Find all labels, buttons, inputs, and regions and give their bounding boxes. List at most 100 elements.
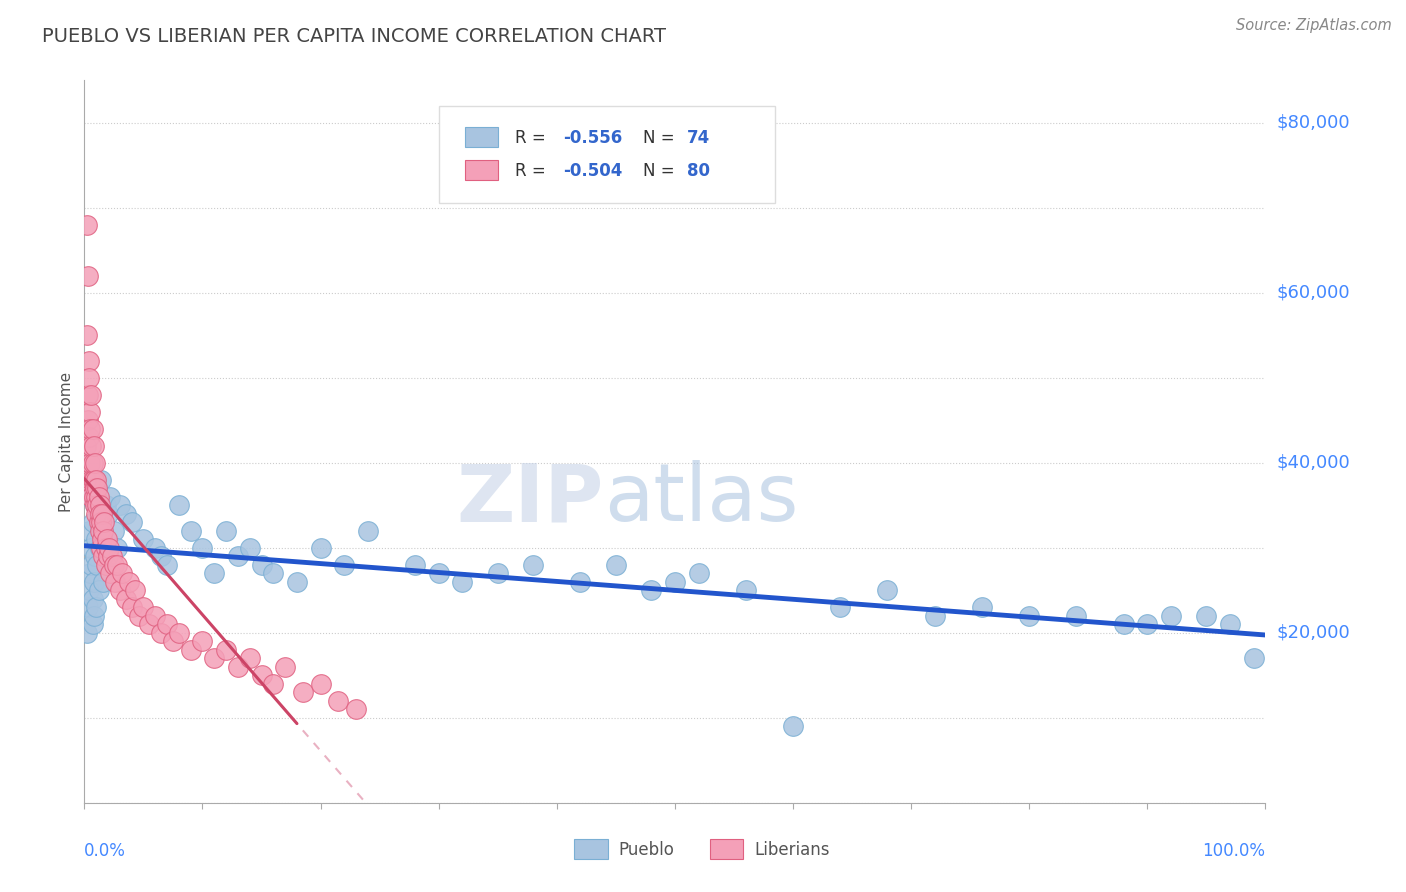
Point — [167, 625, 190, 640]
Point — [90, 541, 112, 555]
Point — [924, 608, 946, 623]
Point — [1112, 617, 1135, 632]
Point — [80, 473, 103, 487]
Point — [100, 549, 122, 564]
Point — [291, 685, 314, 699]
Point — [404, 558, 426, 572]
Point — [80, 541, 103, 555]
Point — [108, 498, 131, 512]
Point — [239, 541, 262, 555]
Point — [80, 388, 103, 402]
Point — [143, 541, 166, 555]
Point — [80, 558, 103, 572]
Point — [82, 473, 104, 487]
Point — [80, 439, 103, 453]
Point — [83, 574, 105, 589]
Point — [191, 634, 214, 648]
Point — [86, 481, 108, 495]
Point — [77, 430, 100, 444]
Point — [150, 625, 173, 640]
Text: Pueblo: Pueblo — [619, 841, 673, 859]
Point — [1243, 651, 1265, 665]
Point — [87, 583, 110, 598]
Point — [132, 600, 155, 615]
Point — [333, 558, 356, 572]
Text: N =: N = — [643, 129, 681, 147]
Point — [156, 558, 179, 572]
Point — [82, 422, 104, 436]
Point — [87, 490, 110, 504]
Point — [77, 353, 100, 368]
Point — [91, 524, 114, 538]
Point — [118, 574, 141, 589]
Point — [94, 498, 117, 512]
Text: atlas: atlas — [605, 460, 799, 539]
Text: R =: R = — [516, 129, 551, 147]
FancyBboxPatch shape — [439, 105, 775, 203]
Point — [111, 566, 134, 581]
Point — [97, 549, 120, 564]
Text: N =: N = — [643, 161, 681, 179]
Point — [84, 600, 107, 615]
Point — [143, 608, 166, 623]
Point — [84, 549, 107, 564]
Point — [80, 490, 103, 504]
Point — [86, 481, 108, 495]
Point — [876, 583, 898, 598]
Point — [107, 541, 129, 555]
Text: 100.0%: 100.0% — [1202, 842, 1265, 860]
Point — [1136, 617, 1159, 632]
Point — [75, 439, 97, 453]
Point — [84, 533, 107, 547]
Point — [84, 481, 107, 495]
Point — [84, 456, 107, 470]
Point — [84, 490, 107, 504]
Point — [202, 651, 225, 665]
Point — [76, 328, 98, 343]
Point — [89, 524, 111, 538]
Point — [108, 583, 131, 598]
Point — [104, 574, 127, 589]
Text: PUEBLO VS LIBERIAN PER CAPITA INCOME CORRELATION CHART: PUEBLO VS LIBERIAN PER CAPITA INCOME COR… — [42, 27, 666, 45]
Point — [77, 388, 100, 402]
Point — [640, 583, 662, 598]
Point — [77, 268, 100, 283]
Point — [274, 660, 297, 674]
Point — [1160, 608, 1182, 623]
Point — [688, 566, 710, 581]
Point — [79, 566, 101, 581]
Point — [427, 566, 450, 581]
Point — [77, 413, 100, 427]
Point — [96, 533, 118, 547]
Point — [87, 507, 110, 521]
Point — [77, 524, 100, 538]
Point — [357, 524, 380, 538]
Text: -0.504: -0.504 — [562, 161, 621, 179]
Point — [79, 456, 101, 470]
Point — [309, 677, 332, 691]
Point — [83, 608, 105, 623]
Point — [124, 583, 146, 598]
FancyBboxPatch shape — [575, 838, 607, 859]
Point — [97, 507, 120, 521]
Point — [569, 574, 592, 589]
Point — [89, 541, 111, 555]
FancyBboxPatch shape — [464, 160, 498, 180]
Point — [156, 617, 179, 632]
Text: ZIP: ZIP — [457, 460, 605, 539]
Point — [93, 516, 115, 530]
Point — [180, 524, 202, 538]
Point — [486, 566, 509, 581]
Point — [250, 558, 273, 572]
Point — [782, 719, 804, 733]
Text: 74: 74 — [686, 129, 710, 147]
Point — [830, 600, 852, 615]
Point — [167, 498, 190, 512]
Point — [84, 498, 107, 512]
Point — [91, 549, 114, 564]
Point — [103, 558, 125, 572]
Point — [226, 660, 249, 674]
Point — [75, 473, 97, 487]
Text: 0.0%: 0.0% — [84, 842, 127, 860]
Text: Source: ZipAtlas.com: Source: ZipAtlas.com — [1236, 18, 1392, 33]
